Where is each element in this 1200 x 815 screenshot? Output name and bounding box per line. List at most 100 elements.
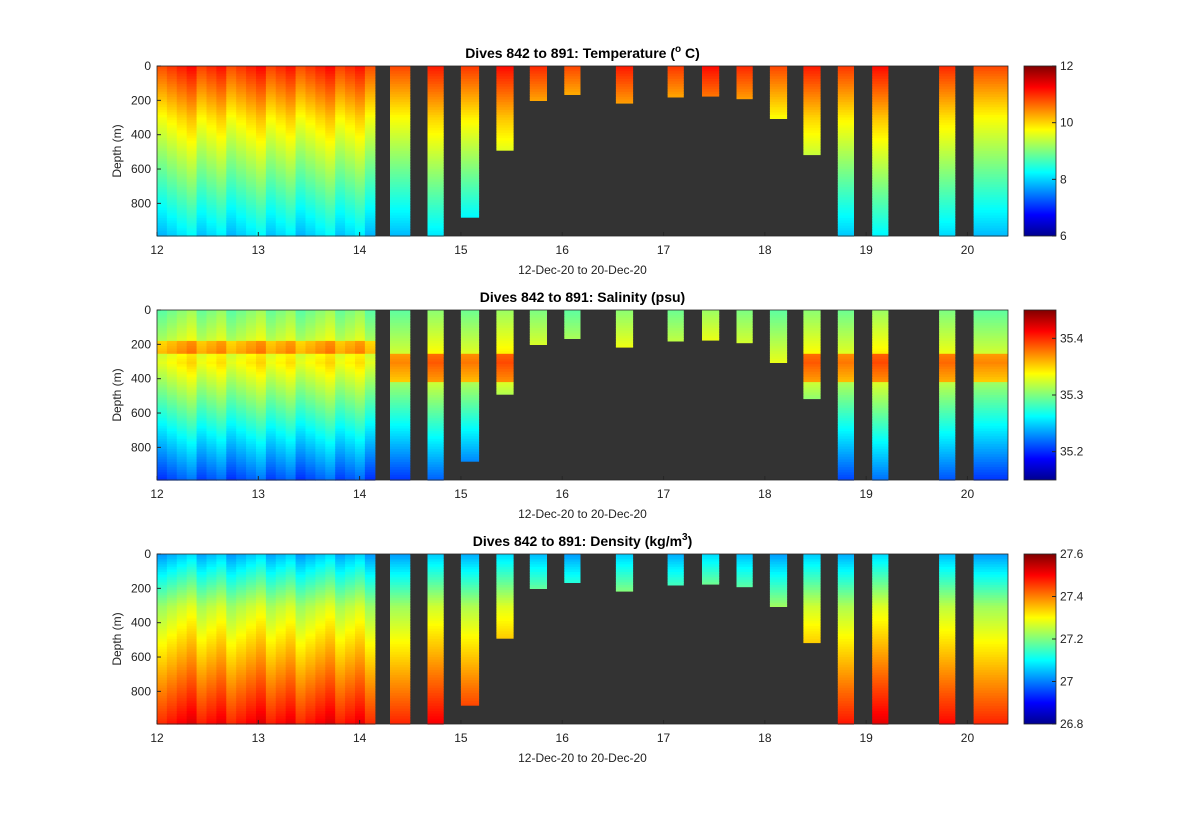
profile-cell <box>157 641 168 645</box>
profile-cell <box>305 320 316 324</box>
cast-cell-16 <box>973 364 1008 368</box>
profile-cell <box>236 654 247 658</box>
profile-cell <box>196 428 208 432</box>
profile-cell <box>186 559 198 563</box>
profile-cell <box>206 81 217 85</box>
cast-cell-4 <box>496 315 514 319</box>
profile-cell <box>256 561 267 565</box>
cast-cell-12 <box>803 127 821 131</box>
profile-cell <box>246 135 257 139</box>
profile-cell <box>246 230 257 234</box>
profile-cell <box>196 566 208 571</box>
profile-cell <box>226 94 237 98</box>
profile-cell <box>265 389 277 393</box>
profile-cell <box>236 462 247 466</box>
profile-cell <box>256 89 267 93</box>
profile-cell <box>196 559 208 563</box>
profile-cell <box>305 364 316 368</box>
profile-cell <box>206 112 217 116</box>
cast-cell-13 <box>837 71 854 75</box>
cast-cell-10 <box>736 312 753 316</box>
profile-cell <box>335 184 346 188</box>
profile-cell <box>216 346 227 350</box>
cast-cell-11 <box>769 346 788 350</box>
profile-cell <box>265 86 277 90</box>
profile-cell <box>216 569 227 573</box>
profile-cell <box>186 672 198 676</box>
profile-cell <box>226 469 237 473</box>
cast-cell-3 <box>460 143 480 147</box>
profile-cell <box>216 644 227 648</box>
profile-cell <box>315 218 326 222</box>
profile-cell <box>246 664 257 668</box>
cast-cell-6 <box>564 84 581 88</box>
profile-cell <box>285 415 297 419</box>
cast-cell-16 <box>973 346 1008 350</box>
profile-cell <box>236 369 247 373</box>
profile-cell <box>256 456 267 460</box>
profile-cell <box>345 449 356 453</box>
profile-cell <box>176 78 188 83</box>
profile-cell <box>285 443 297 448</box>
cast-cell-4 <box>496 138 514 142</box>
profile-cell <box>246 613 257 617</box>
y-tick-label: 800 <box>131 440 151 454</box>
profile-cell <box>157 605 168 609</box>
profile-cell <box>206 687 217 692</box>
profile-cell <box>176 392 188 396</box>
profile-cell <box>364 351 376 355</box>
profile-cell <box>176 682 188 686</box>
profile-cell <box>335 366 346 370</box>
cast-cell-1 <box>390 220 411 224</box>
profile-cell <box>157 335 168 339</box>
cast-cell-2 <box>427 474 444 478</box>
profile-cell <box>206 703 217 707</box>
profile-cell <box>315 356 326 360</box>
profile-cell <box>256 649 267 653</box>
profile-cell <box>176 615 188 619</box>
profile-cell <box>186 651 198 656</box>
profile-cell <box>305 369 316 373</box>
cast-cell-16 <box>973 407 1008 412</box>
profile-cell <box>285 89 297 93</box>
profile-cell <box>166 587 178 591</box>
profile-cell <box>256 605 267 609</box>
profile-cell <box>176 333 188 337</box>
profile-cell <box>246 415 257 419</box>
profile-cell <box>275 464 287 468</box>
profile-cell <box>305 71 316 75</box>
profile-cell <box>236 615 247 619</box>
profile-cell <box>364 138 376 142</box>
cast-cell-14 <box>872 153 889 157</box>
profile-cell <box>345 343 356 347</box>
cast-cell-15 <box>939 346 956 350</box>
profile-cell <box>285 181 297 186</box>
profile-cell <box>176 708 188 712</box>
profile-cell <box>206 407 217 412</box>
cast-cell-7 <box>615 81 634 85</box>
profile-cell <box>236 438 247 442</box>
profile-cell <box>166 441 178 445</box>
profile-cell <box>216 184 227 188</box>
profile-cell <box>196 716 208 720</box>
profile-cell <box>216 107 227 111</box>
cast-cell-2 <box>427 112 444 116</box>
profile-cell <box>216 194 227 198</box>
profile-cell <box>196 151 208 155</box>
profile-cell <box>305 343 316 347</box>
cast-cell-15 <box>939 133 956 137</box>
profile-cell <box>166 472 178 476</box>
profile-cell <box>265 405 277 409</box>
profile-cell <box>206 392 217 396</box>
profile-cell <box>246 556 257 560</box>
cast-cell-1 <box>390 215 411 219</box>
profile-cell <box>186 574 198 578</box>
profile-cell <box>206 474 217 478</box>
cast-cell-15 <box>939 89 956 93</box>
cast-cell-11 <box>769 117 788 119</box>
profile-cell <box>285 163 297 168</box>
profile-cell <box>315 76 326 80</box>
profile-cell <box>246 595 257 599</box>
profile-cell <box>166 431 178 435</box>
profile-cell <box>236 418 247 422</box>
